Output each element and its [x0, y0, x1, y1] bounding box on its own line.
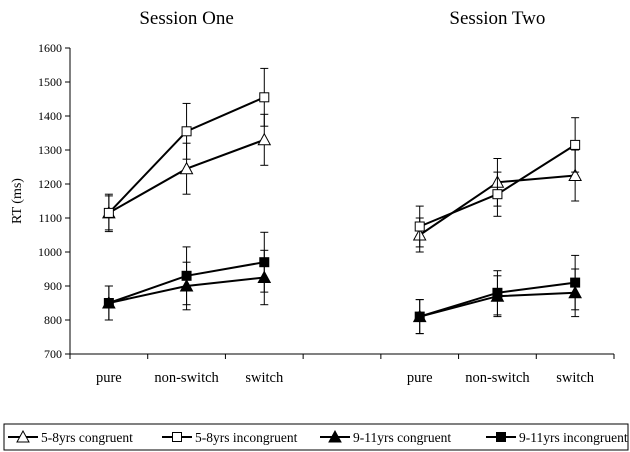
data-point [103, 298, 114, 308]
y-tick-label: 900 [44, 279, 62, 293]
x-axis-ticks [69, 354, 615, 359]
y-tick-label: 1200 [38, 177, 62, 191]
data-point [181, 270, 192, 281]
panel-titles: Session One Session Two [139, 8, 545, 29]
legend-label: 5-8yrs congruent [41, 430, 133, 445]
series-layer [102, 67, 582, 335]
series-5-8yrs-incongruent [103, 67, 270, 233]
data-point [181, 126, 192, 137]
legend-label: 9-11yrs incongruent [519, 430, 628, 445]
panel-title: Session One [139, 8, 233, 29]
data-point [259, 92, 270, 103]
plot-area: 700 800 900 1000 1100 1200 1300 1400 1500 1600 pu… [38, 8, 615, 386]
y-axis-ticks: 700 800 900 1000 1100 1200 1300 1400 1500 1600 [38, 41, 70, 361]
data-point [259, 257, 270, 268]
category-label: switch [245, 370, 284, 386]
legend-marker [496, 432, 506, 442]
data-point [492, 287, 503, 298]
category-labels: pure non-switch switch pure non-switch switch [96, 370, 595, 386]
data-point [492, 189, 503, 200]
series-9-11yrs-incongruent [103, 231, 270, 321]
series-9-11yrs-incongruent [414, 254, 581, 335]
category-label: pure [96, 370, 122, 386]
data-point [570, 277, 581, 288]
legend-marker [172, 432, 182, 442]
data-point [570, 139, 581, 150]
legend-marker [328, 429, 342, 443]
legend-box [3, 423, 629, 451]
data-point [103, 207, 114, 218]
data-point [414, 311, 425, 322]
category-label: switch [556, 370, 595, 386]
y-tick-label: 1400 [38, 109, 62, 123]
y-tick-label: 700 [44, 347, 62, 361]
category-label: non-switch [154, 370, 219, 386]
data-point [257, 132, 272, 146]
y-tick-label: 1000 [38, 245, 62, 259]
data-point [414, 221, 425, 232]
legend-items: 5-8yrs congruent 5-8yrs incongruent 9-11yr… [8, 429, 628, 445]
panel-title: Session Two [449, 8, 545, 29]
legend-marker [16, 429, 30, 443]
category-label: non-switch [465, 370, 530, 386]
data-point [568, 168, 582, 181]
y-tick-label: 1300 [38, 143, 62, 157]
y-tick-label: 1600 [38, 41, 62, 55]
y-tick-label: 1100 [38, 211, 62, 225]
legend-label: 5-8yrs incongruent [195, 430, 298, 445]
y-tick-label: 800 [44, 313, 62, 327]
data-point [179, 161, 194, 175]
legend-label: 9-11yrs congruent [353, 430, 451, 445]
y-axis-label: RT (ms) [10, 178, 25, 224]
y-tick-label: 1500 [38, 75, 62, 89]
category-label: pure [407, 370, 433, 386]
series-5-8yrs-incongruent [414, 117, 581, 248]
legend: 5-8yrs congruent 5-8yrs incongruent 9-11yr… [3, 423, 629, 451]
